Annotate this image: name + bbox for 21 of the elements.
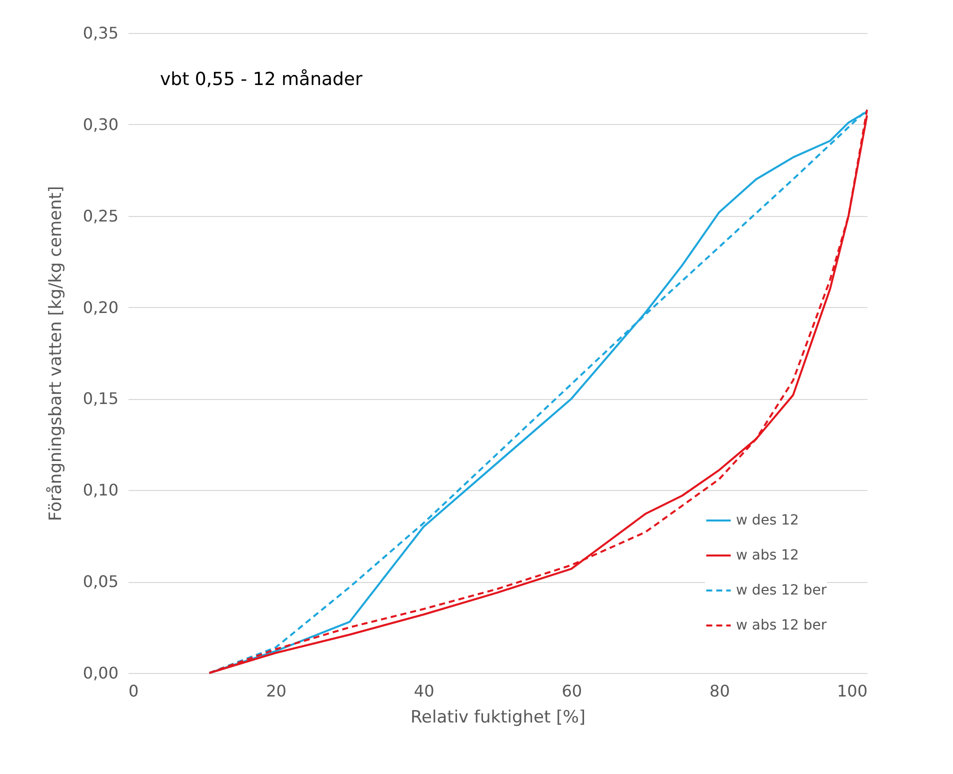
legend-label: w des 12 <box>736 512 799 528</box>
y-tick-label: 0,10 <box>82 480 118 500</box>
y-axis-title: Förångningsbart vatten [kg/kg cement] <box>46 186 66 522</box>
y-tick-label: 0,25 <box>82 206 118 226</box>
y-tick-label: 0,20 <box>82 298 118 317</box>
y-tick-label: 0,35 <box>82 24 118 42</box>
x-tick-label: 40 <box>414 682 434 700</box>
annotation: vbt 0,55 - 12 månader <box>160 69 364 90</box>
y-tick-label: 0,00 <box>82 664 118 682</box>
x-tick-label: 80 <box>710 682 730 700</box>
legend-label: w abs 12 <box>736 548 799 564</box>
x-tick-label: 60 <box>562 682 582 700</box>
x-tick-label: 20 <box>266 682 286 700</box>
legend-label: w des 12 ber <box>736 582 827 598</box>
y-tick-label: 0,15 <box>82 389 118 408</box>
x-tick-label: 0 <box>128 682 139 700</box>
y-tick-label: 0,05 <box>82 572 118 592</box>
y-tick-label: 0,30 <box>82 114 118 134</box>
legend-label: w abs 12 ber <box>736 618 827 634</box>
x-tick-label: 100 <box>836 682 868 700</box>
x-axis-title: Relativ fuktighet [%] <box>410 708 586 728</box>
